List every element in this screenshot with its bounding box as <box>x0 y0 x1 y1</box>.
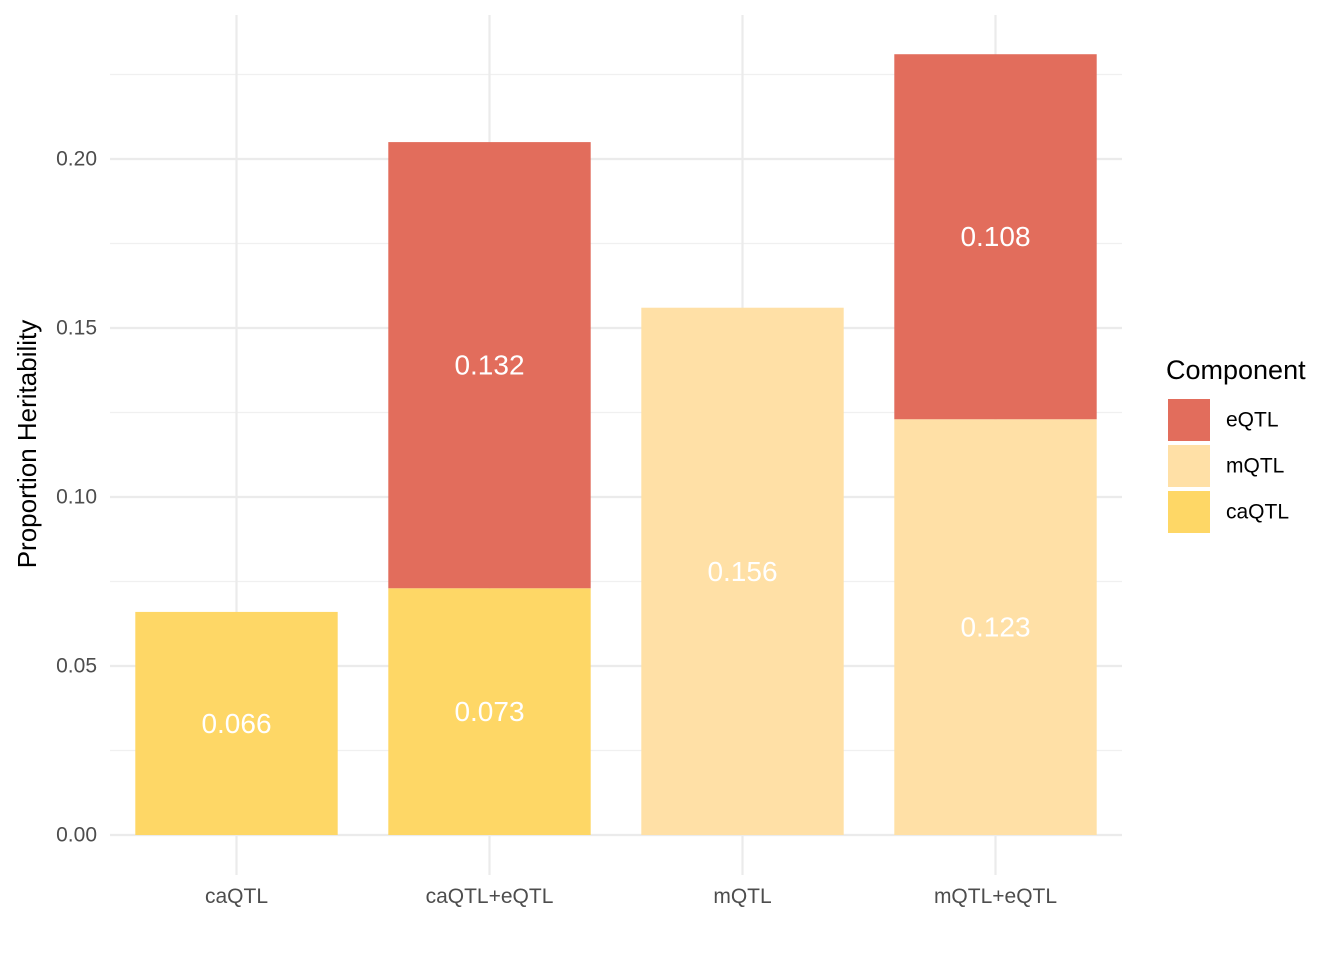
legend-key-mQTL <box>1168 445 1210 487</box>
legend: Component eQTL mQTL caQTL <box>1166 355 1306 533</box>
legend-label: eQTL <box>1226 409 1279 432</box>
y-tick-label: 0.05 <box>56 655 97 678</box>
bar-value-label: 0.123 <box>960 612 1030 643</box>
bar-segment-mQTL <box>894 419 1097 835</box>
legend-key-eQTL <box>1168 399 1210 441</box>
legend-key-caQTL <box>1168 491 1210 533</box>
bar-value-label: 0.073 <box>454 696 524 727</box>
y-axis-ticks: 0.00 0.05 0.10 0.15 0.20 <box>56 148 97 847</box>
y-tick-label: 0.00 <box>56 824 97 847</box>
bars: 0.066 0.073 0.132 0.156 0.123 0.108 <box>135 54 1097 836</box>
bar-segment-mQTL <box>641 307 844 836</box>
bar-segment-caQTL <box>135 611 338 835</box>
x-axis-ticks: caQTL caQTL+eQTL mQTL mQTL+eQTL <box>205 885 1057 908</box>
legend-label: mQTL <box>1226 455 1284 478</box>
x-tick-label: mQTL <box>713 885 771 908</box>
legend-title: Component <box>1166 355 1306 385</box>
bar-segment-caQTL <box>388 588 591 835</box>
bar-segment-eQTL <box>388 142 591 589</box>
bar-segment-eQTL <box>894 54 1097 420</box>
y-tick-label: 0.15 <box>56 317 97 340</box>
y-tick-label: 0.20 <box>56 148 97 171</box>
bar-value-label: 0.156 <box>707 556 777 587</box>
legend-label: caQTL <box>1226 501 1289 524</box>
x-tick-label: caQTL <box>205 885 268 908</box>
y-axis-label: Proportion Heritability <box>12 320 42 569</box>
y-tick-label: 0.10 <box>56 486 97 509</box>
bar-value-label: 0.132 <box>454 350 524 381</box>
bar-value-label: 0.066 <box>201 708 271 739</box>
x-tick-label: caQTL+eQTL <box>426 885 554 908</box>
bar-value-label: 0.108 <box>960 221 1030 252</box>
x-tick-label: mQTL+eQTL <box>934 885 1057 908</box>
